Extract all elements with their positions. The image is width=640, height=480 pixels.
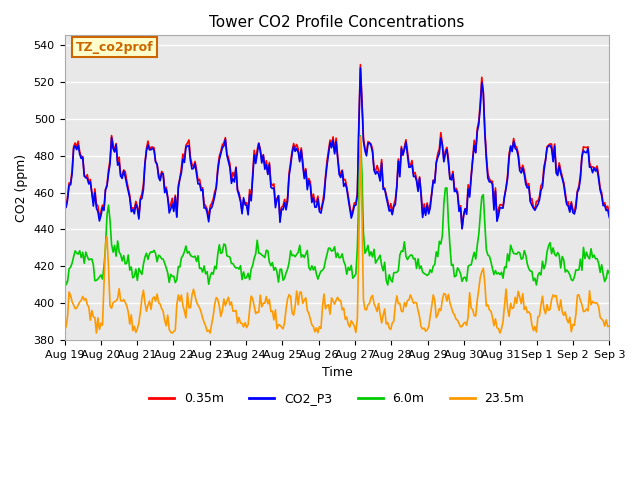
6.0m xyxy=(241,276,249,281)
CO2_P3 xyxy=(61,204,68,210)
0.35m xyxy=(458,226,466,231)
CO2_P3 xyxy=(578,154,586,160)
CO2_P3 xyxy=(127,209,135,215)
0.35m xyxy=(605,212,613,217)
23.5m xyxy=(225,294,232,300)
Text: TZ_co2prof: TZ_co2prof xyxy=(76,41,153,54)
CO2_P3 xyxy=(299,162,307,168)
Line: 23.5m: 23.5m xyxy=(65,137,609,333)
6.0m xyxy=(127,264,135,270)
6.0m xyxy=(250,255,258,261)
23.5m xyxy=(252,311,260,316)
0.35m xyxy=(356,62,364,68)
6.0m xyxy=(578,267,586,273)
6.0m xyxy=(356,133,364,139)
6.0m xyxy=(299,252,307,258)
0.35m xyxy=(223,151,231,156)
23.5m xyxy=(300,297,308,303)
23.5m xyxy=(605,323,613,329)
23.5m xyxy=(356,134,364,140)
Line: 6.0m: 6.0m xyxy=(65,136,609,285)
CO2_P3 xyxy=(250,152,258,158)
0.35m xyxy=(250,147,258,153)
0.35m xyxy=(127,205,135,211)
0.35m xyxy=(299,158,307,164)
0.35m xyxy=(241,201,249,206)
23.5m xyxy=(578,301,586,307)
23.5m xyxy=(61,327,68,333)
0.35m xyxy=(578,153,586,159)
X-axis label: Time: Time xyxy=(321,366,352,379)
Legend: 0.35m, CO2_P3, 6.0m, 23.5m: 0.35m, CO2_P3, 6.0m, 23.5m xyxy=(145,387,529,410)
CO2_P3 xyxy=(356,65,364,71)
CO2_P3 xyxy=(458,226,466,231)
23.5m xyxy=(243,324,250,330)
6.0m xyxy=(61,273,68,279)
Line: CO2_P3: CO2_P3 xyxy=(65,68,609,228)
23.5m xyxy=(93,330,100,336)
CO2_P3 xyxy=(241,202,249,207)
Title: Tower CO2 Profile Concentrations: Tower CO2 Profile Concentrations xyxy=(209,15,465,30)
0.35m xyxy=(61,202,68,208)
23.5m xyxy=(129,328,137,334)
6.0m xyxy=(384,282,392,288)
Line: 0.35m: 0.35m xyxy=(65,65,609,228)
Y-axis label: CO2 (ppm): CO2 (ppm) xyxy=(15,154,28,222)
CO2_P3 xyxy=(223,153,231,158)
CO2_P3 xyxy=(605,215,613,220)
6.0m xyxy=(605,271,613,276)
6.0m xyxy=(223,253,231,259)
